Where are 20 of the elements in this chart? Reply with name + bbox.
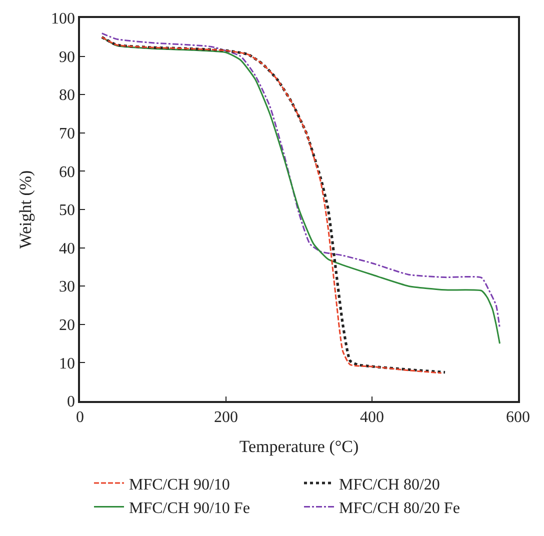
legend-label: MFC/CH 90/10 (129, 476, 230, 494)
x-tick-label: 400 (360, 408, 384, 426)
y-tick-label: 70 (59, 126, 76, 142)
y-tick-label: 20 (59, 317, 76, 334)
y-tick-label: 90 (59, 48, 76, 66)
y-axis-title: Weight (%) (16, 170, 36, 249)
x-axis-title: Temperature (°C) (239, 436, 359, 456)
x-tick-label: 600 (506, 408, 530, 426)
y-tick-label: 80 (59, 87, 76, 104)
y-tick-label: 100 (51, 10, 76, 28)
legend-label: MFC/CH 90/10 Fe (129, 500, 250, 518)
y-tick-label: 50 (59, 202, 76, 220)
y-tick-label: 10 (59, 355, 76, 372)
legend-label: MFC/CH 80/20 (339, 476, 440, 494)
y-tick-label: 60 (59, 164, 76, 181)
y-tick-label: 30 (59, 278, 76, 296)
y-tick-label: 0 (67, 394, 76, 411)
legend-label: MFC/CH 80/20 Fe (339, 500, 460, 518)
x-tick-label: 200 (214, 408, 238, 426)
y-tick-label: 40 (59, 240, 76, 258)
